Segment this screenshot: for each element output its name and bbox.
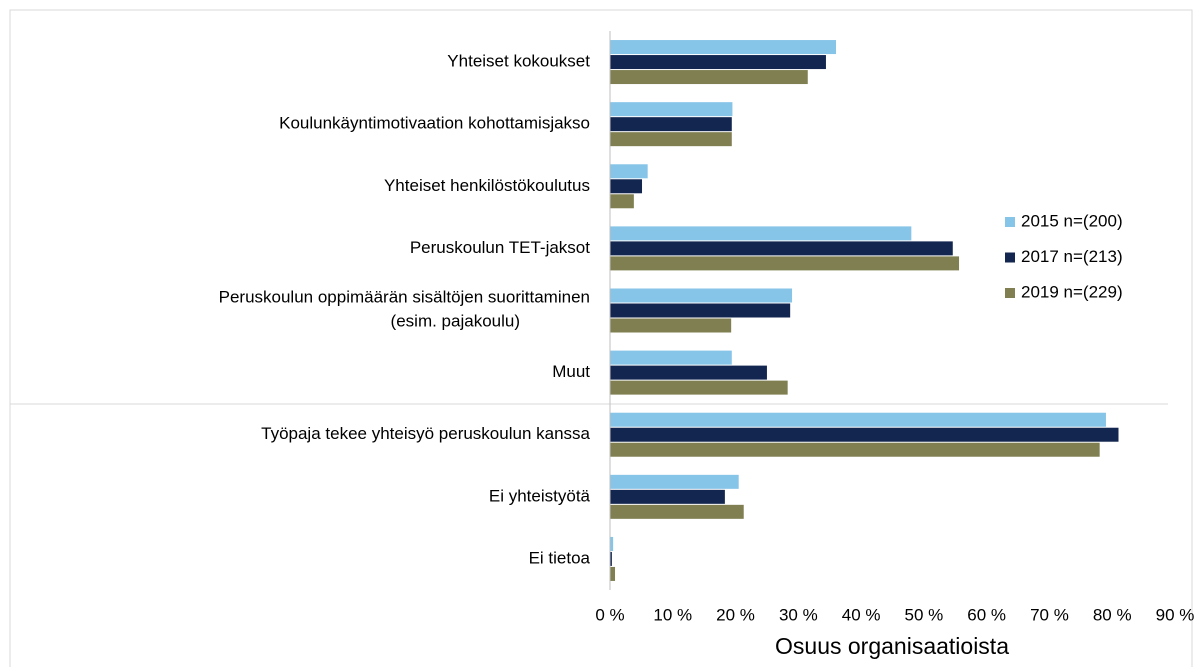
x-tick-label: 70 %	[1030, 605, 1069, 624]
bar	[610, 442, 1100, 457]
bar	[610, 489, 725, 504]
bar	[610, 474, 739, 489]
bar	[610, 70, 808, 85]
x-tick-label: 40 %	[842, 605, 881, 624]
bar	[610, 365, 767, 380]
x-tick-label: 50 %	[905, 605, 944, 624]
bar	[610, 179, 643, 194]
legend-swatch	[1005, 252, 1015, 263]
bar	[610, 412, 1106, 427]
bar	[610, 241, 953, 256]
x-tick-label: 60 %	[967, 605, 1006, 624]
label-line: (esim. pajakoulu)	[391, 312, 520, 331]
bar	[610, 164, 648, 179]
bar	[610, 102, 733, 117]
x-tick-label: 30 %	[779, 605, 818, 624]
bar	[610, 288, 793, 303]
chart-border	[9, 9, 1193, 671]
bar	[610, 256, 960, 271]
y-tick-label: Yhteiset henkilöstökoulutus	[384, 176, 590, 195]
bar	[610, 117, 732, 132]
y-tick-label: Koulunkäyntimotivaation kohottamisjakso	[279, 114, 590, 133]
y-tick-label: Yhteiset kokoukset	[447, 52, 590, 71]
bar	[610, 132, 732, 147]
legend-label: 2015 n=(200)	[1021, 211, 1123, 230]
y-tick-label: Peruskoulun oppimäärän sisältöjen suorit…	[219, 288, 590, 331]
x-tick-label: 0 %	[595, 605, 624, 624]
y-tick-label: Peruskoulun TET-jaksot	[410, 238, 590, 257]
bar	[610, 226, 912, 241]
bar	[610, 350, 732, 365]
bar	[610, 40, 836, 55]
bar	[610, 55, 826, 70]
x-tick-label: 80 %	[1093, 605, 1132, 624]
legend-swatch	[1005, 288, 1015, 298]
y-tick-label: Muut	[552, 362, 590, 381]
x-tick-label: 10 %	[653, 605, 692, 624]
legend-label: 2019 n=(229)	[1021, 282, 1123, 301]
label-line: Peruskoulun oppimäärän sisältöjen suorit…	[219, 288, 590, 307]
y-tick-label: Työpaja tekee yhteisyö peruskoulun kanss…	[261, 424, 590, 443]
bar	[610, 194, 634, 209]
legend-swatch	[1005, 217, 1015, 227]
bar	[610, 551, 612, 566]
bar	[610, 536, 614, 551]
x-axis-label: Osuus organisaatioista	[775, 633, 1009, 659]
bar	[610, 318, 732, 333]
legend-label: 2017 n=(213)	[1021, 247, 1123, 266]
x-tick-label: 20 %	[716, 605, 755, 624]
bar	[610, 303, 791, 318]
bar	[610, 504, 744, 519]
bar	[610, 380, 788, 395]
y-tick-label: Ei yhteistyötä	[489, 486, 591, 505]
bar	[610, 566, 616, 581]
y-tick-label: Ei tietoa	[529, 548, 591, 567]
bar	[610, 427, 1119, 442]
x-tick-label: 90 %	[1156, 605, 1195, 624]
